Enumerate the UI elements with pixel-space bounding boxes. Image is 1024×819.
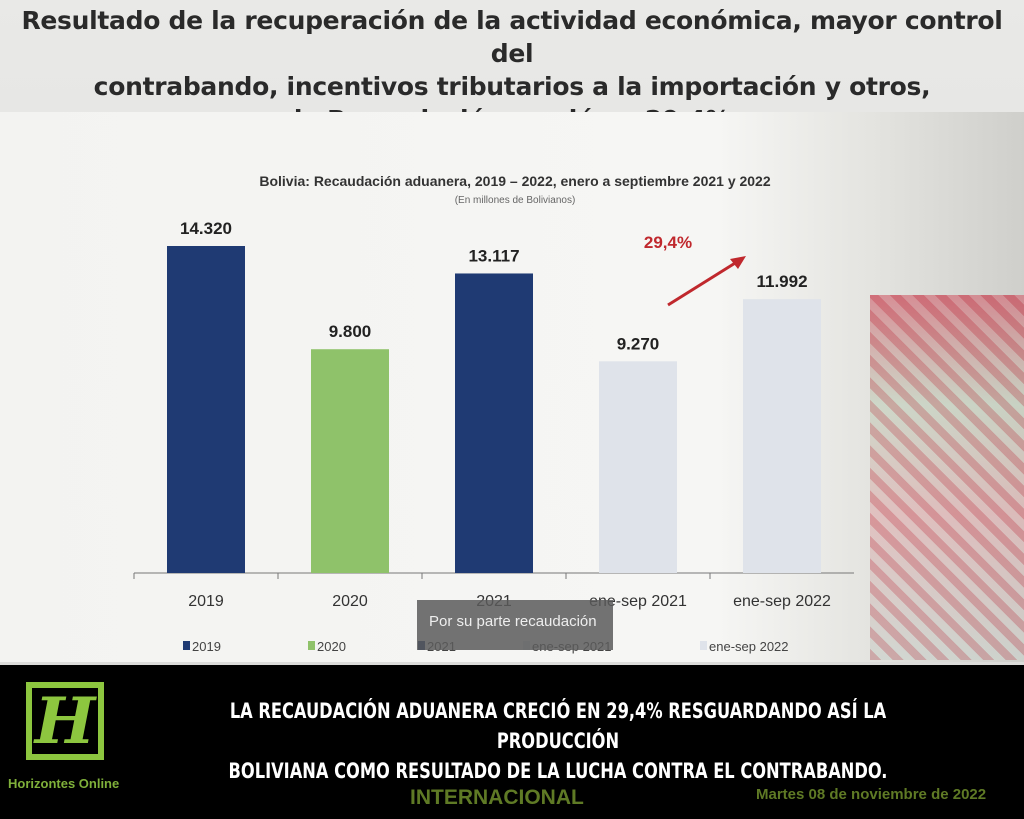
legend-swatch [183,641,190,650]
x-tick-label: ene-sep 2021 [589,593,687,610]
legend-swatch [308,641,315,650]
bar [167,246,245,573]
growth-arrow [667,258,741,307]
legend-label: 2020 [317,639,346,654]
headline-line: contrabando, incentivos tributarios a la… [93,72,931,101]
logo-letter: H [34,683,96,759]
date-label: Martes 08 de noviembre de 2022 [756,786,987,803]
x-tick-label: 2019 [188,593,224,610]
bar [455,273,533,573]
bar-chart: Bolivia: Recaudación aduanera, 2019 – 20… [133,173,854,654]
bar [311,349,389,573]
data-label: 14.320 [180,219,232,238]
chart-title: Bolivia: Recaudación aduanera, 2019 – 20… [259,173,770,189]
bar [599,361,677,573]
video-caption: Por su parte recaudación [417,600,613,650]
legend-label: ene-sep 2022 [709,639,789,654]
logo: H [26,682,104,760]
headline-line: Resultado de la recuperación de la activ… [21,6,1003,68]
data-label: 9.800 [329,322,372,341]
news-ticker: LA RECAUDACIÓN ADUANERA CRECIÓ EN 29,4% … [180,696,937,786]
data-label: 13.117 [468,246,519,265]
section-label: INTERNACIONAL [410,786,584,809]
textile-decoration [870,295,1024,660]
bar [743,299,821,573]
growth-annotation: 29,4% [644,233,692,252]
data-label: 9.270 [617,334,660,353]
ticker-line: BOLIVIANA COMO RESULTADO DE LA LUCHA CON… [228,759,888,783]
legend-swatch [700,641,707,650]
ticker-line: LA RECAUDACIÓN ADUANERA CRECIÓ EN 29,4% … [229,699,887,753]
x-tick-label: 2020 [332,593,368,610]
brand-name: Horizontes Online [8,776,120,791]
x-tick-label: ene-sep 2022 [733,593,831,610]
chart-subtitle: (En millones de Bolivianos) [455,195,576,206]
arrow-head-icon [730,256,746,269]
data-label: 11.992 [756,272,807,291]
legend-label: 2019 [192,639,221,654]
